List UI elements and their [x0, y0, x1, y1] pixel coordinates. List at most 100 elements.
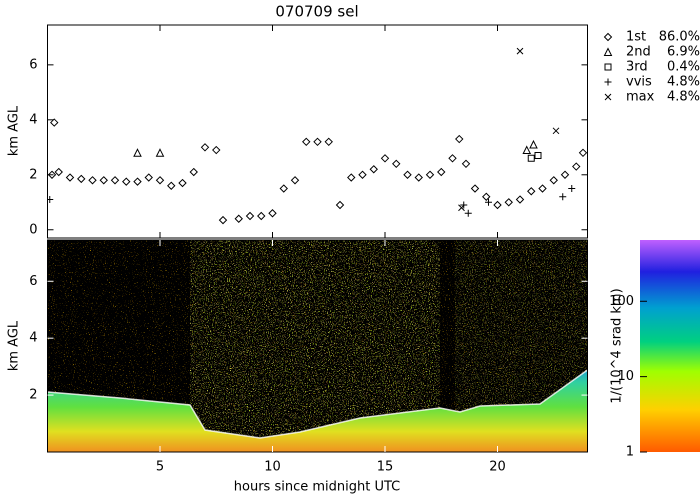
- point: [369, 165, 378, 174]
- point: [290, 176, 300, 185]
- point: [302, 137, 311, 147]
- legend-label: max: [626, 90, 655, 105]
- point: [335, 200, 345, 210]
- point: [218, 215, 228, 225]
- point: [347, 173, 356, 182]
- legend-share: 86.0%: [659, 30, 700, 45]
- legend-symbol: [604, 93, 612, 101]
- colorbar-label: 1/(10^4 srad km): [610, 288, 625, 403]
- point: [448, 154, 457, 163]
- point: [414, 173, 423, 182]
- point: [279, 184, 288, 193]
- point: [527, 154, 535, 162]
- x-tick-label: 10: [264, 460, 281, 475]
- legend-share: 0.4%: [667, 60, 700, 75]
- point: [268, 209, 277, 218]
- colorbar-tick-label: 10: [617, 369, 634, 384]
- point: [455, 134, 464, 144]
- y-tick-label: 6: [29, 57, 37, 72]
- legend-symbol: [604, 63, 612, 71]
- point: [212, 145, 221, 155]
- point: [461, 159, 471, 169]
- point: [527, 187, 536, 196]
- point: [515, 195, 525, 204]
- point: [47, 170, 57, 179]
- point: [88, 176, 97, 185]
- point: [516, 47, 524, 55]
- y-tick-label: 0: [29, 222, 37, 237]
- point: [522, 145, 532, 155]
- point: [99, 176, 108, 185]
- point: [189, 167, 198, 177]
- legend-label: 1st: [626, 30, 646, 45]
- point: [234, 214, 243, 223]
- point: [144, 173, 153, 182]
- y-tick-label: 6: [29, 274, 37, 289]
- point: [560, 170, 570, 179]
- y-axis-label: km AGL: [7, 320, 22, 371]
- y-tick-label: 4: [29, 331, 37, 346]
- point: [437, 167, 446, 177]
- legend-share: 4.8%: [667, 75, 700, 90]
- point: [257, 211, 266, 221]
- legend-label: vvis: [626, 75, 652, 90]
- legend-label: 3rd: [626, 60, 648, 75]
- legend-share: 6.9%: [667, 45, 700, 60]
- x-axis-label: hours since midnight UTC: [234, 480, 400, 495]
- point: [458, 204, 465, 212]
- legend-share: 4.8%: [667, 90, 700, 105]
- point: [133, 177, 142, 186]
- point: [493, 200, 502, 210]
- x-tick-label: 20: [489, 460, 506, 475]
- y-axis-label: km AGL: [7, 105, 22, 156]
- point: [568, 185, 576, 193]
- point: [50, 118, 59, 127]
- point: [559, 193, 567, 201]
- legend-symbol: [604, 78, 612, 86]
- point: [482, 192, 491, 201]
- point: [167, 181, 176, 190]
- point: [504, 198, 513, 207]
- y-tick-label: 2: [29, 388, 37, 403]
- y-tick-label: 4: [29, 112, 37, 127]
- top-axes-frame: [47, 24, 588, 239]
- point: [133, 148, 142, 157]
- point: [54, 167, 63, 177]
- colorbar-tick-label: 100: [609, 294, 634, 309]
- colorbar-tick-label: 1: [626, 445, 634, 460]
- point: [549, 176, 558, 185]
- point: [47, 196, 54, 204]
- point: [392, 159, 401, 169]
- x-tick-label: 15: [377, 460, 394, 475]
- point: [529, 139, 538, 149]
- point: [464, 209, 472, 217]
- point: [324, 137, 333, 147]
- point: [313, 137, 322, 147]
- point: [122, 177, 131, 186]
- point: [552, 127, 560, 135]
- point: [155, 148, 165, 157]
- point: [380, 154, 390, 163]
- point: [245, 211, 255, 221]
- chart-title: 070709 sel: [275, 3, 358, 21]
- point: [77, 174, 86, 184]
- point: [470, 184, 480, 193]
- point: [538, 184, 547, 193]
- y-tick-label: 2: [29, 167, 37, 182]
- point: [534, 152, 542, 160]
- legend-symbol: [603, 47, 613, 56]
- colorbar: [640, 240, 700, 452]
- point: [578, 148, 588, 158]
- x-tick-label: 5: [156, 460, 164, 475]
- point: [155, 176, 165, 185]
- bottom-axes-frame: [47, 239, 588, 453]
- point: [110, 176, 120, 185]
- point: [200, 143, 210, 152]
- backscatter-image: [47, 240, 588, 452]
- point: [65, 173, 75, 182]
- point: [178, 178, 187, 188]
- legend-symbol: [603, 32, 613, 42]
- point: [358, 170, 367, 179]
- point: [403, 170, 412, 179]
